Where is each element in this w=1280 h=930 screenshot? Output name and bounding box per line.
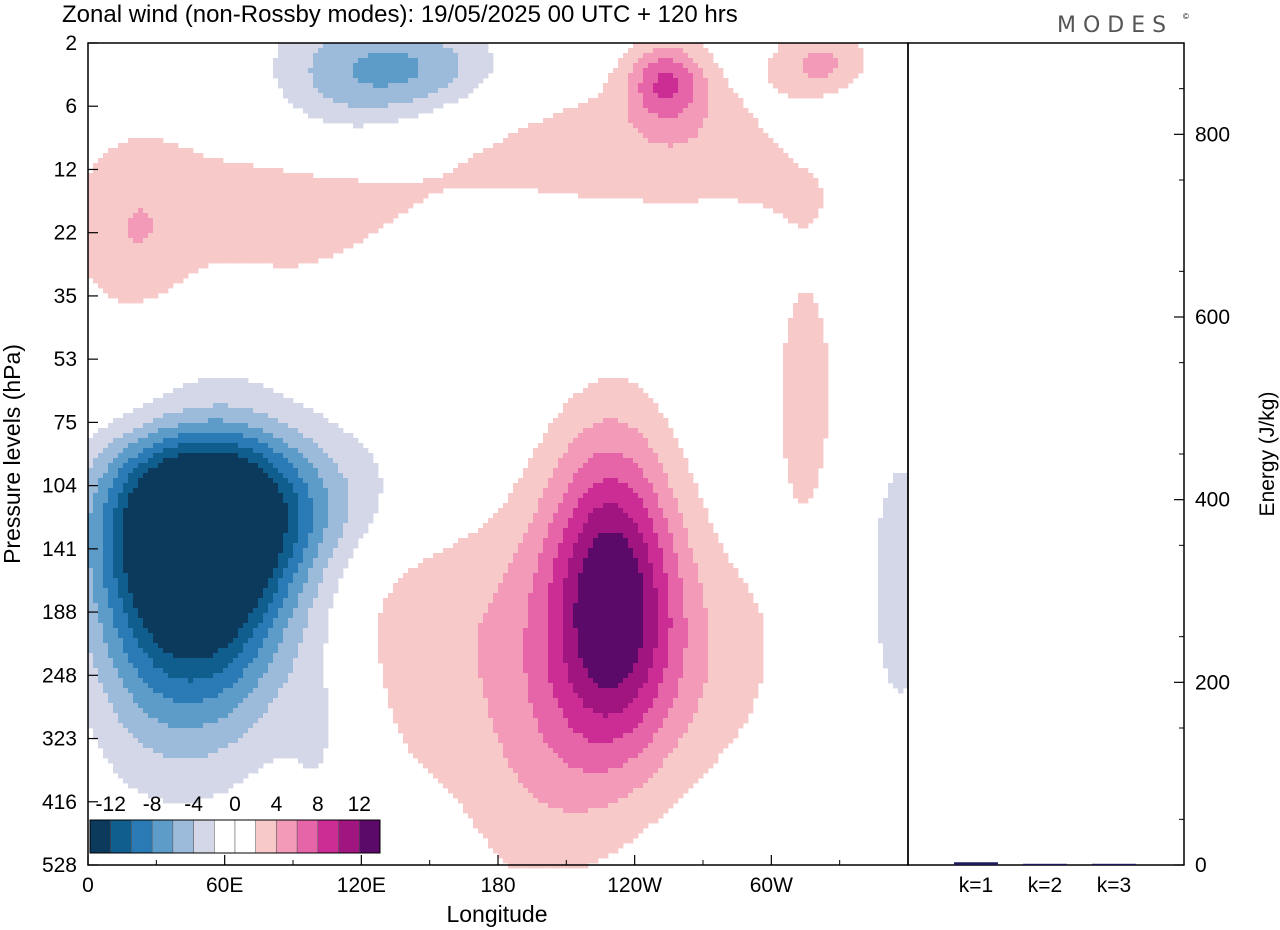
y-tick-label: 248 bbox=[42, 664, 77, 687]
x-tick-label: 120W bbox=[607, 874, 662, 897]
colorbar-swatch bbox=[89, 819, 111, 854]
energy-bar bbox=[954, 862, 998, 865]
energy-category-label: k=3 bbox=[1097, 874, 1131, 897]
colorbar-swatch bbox=[193, 819, 215, 854]
colorbar-swatch bbox=[110, 819, 132, 854]
chart-title: Zonal wind (non-Rossby modes): 19/05/202… bbox=[62, 1, 738, 28]
energy-plot-frame bbox=[907, 42, 1185, 866]
x-tick-label: 0 bbox=[82, 874, 94, 897]
colorbar-label: -8 bbox=[143, 793, 162, 816]
y-tick-label: 6 bbox=[65, 95, 77, 118]
colorbar-label: 8 bbox=[312, 793, 324, 816]
y-tick-label: 323 bbox=[42, 728, 77, 751]
colorbar-swatch bbox=[255, 819, 277, 854]
colorbar-swatch bbox=[234, 819, 256, 854]
colorbar-swatch bbox=[359, 819, 381, 854]
y-tick-label: 416 bbox=[42, 791, 77, 814]
energy-tick-label: 400 bbox=[1195, 489, 1230, 512]
wind-field bbox=[88, 43, 909, 869]
brand-mark: © bbox=[1183, 12, 1189, 21]
y-tick-label: 75 bbox=[54, 411, 77, 434]
x-tick-label: 60E bbox=[206, 874, 243, 897]
colorbar-swatch bbox=[172, 819, 194, 854]
x-tick-label: 60W bbox=[750, 874, 793, 897]
colorbar-label: -4 bbox=[184, 793, 203, 816]
energy-bar bbox=[1092, 863, 1136, 865]
y-tick-label: 2 bbox=[65, 32, 77, 55]
colorbar-swatch bbox=[214, 819, 236, 854]
x-tick-label: 180 bbox=[480, 874, 515, 897]
energy-tick-label: 0 bbox=[1195, 854, 1207, 877]
y-tick-label: 104 bbox=[42, 475, 77, 498]
energy-bar bbox=[1023, 863, 1067, 865]
y-tick-label: 141 bbox=[42, 538, 77, 561]
energy-category-label: k=2 bbox=[1028, 874, 1062, 897]
colorbar-label: -12 bbox=[96, 793, 126, 816]
colorbar-swatch bbox=[131, 819, 153, 854]
colorbar-swatch bbox=[276, 819, 298, 854]
axes: 0 60E 120E 180 120W 60W 2 6 12 22 35 53 75 104 141 188 2… bbox=[42, 32, 841, 897]
energy-tick-label: 200 bbox=[1195, 671, 1230, 694]
y-tick-label: 188 bbox=[42, 601, 77, 624]
colorbar-label: 4 bbox=[271, 793, 283, 816]
brand-logo: MODES bbox=[1057, 13, 1173, 38]
energy-category-label: k=1 bbox=[959, 874, 993, 897]
colorbar-swatch bbox=[151, 819, 174, 854]
colorbar-swatch bbox=[317, 819, 339, 854]
y-tick-label: 528 bbox=[42, 854, 77, 877]
colorbar-swatch bbox=[338, 819, 360, 854]
energy-tick-label: 600 bbox=[1195, 306, 1230, 329]
colorbar-frame bbox=[89, 819, 381, 854]
y-axis-label: Pressure levels (hPa) bbox=[0, 344, 25, 564]
energy-bars: 0 200 400 600 800 k=1 k=2 k=3 bbox=[954, 88, 1230, 897]
x-axis-label: Longitude bbox=[446, 901, 547, 927]
x-tick-label: 120E bbox=[337, 874, 386, 897]
energy-axis-label: Energy (J/kg) bbox=[1256, 392, 1279, 517]
colorbar-label: 0 bbox=[229, 793, 241, 816]
colorbar-swatch bbox=[296, 819, 319, 854]
y-tick-label: 53 bbox=[54, 348, 77, 371]
y-tick-label: 12 bbox=[54, 158, 77, 181]
colorbar: -12 -8 -4 0 4 8 12 bbox=[89, 793, 381, 854]
colorbar-label: 12 bbox=[348, 793, 371, 816]
y-tick-label: 22 bbox=[54, 222, 77, 245]
energy-tick-label: 800 bbox=[1195, 123, 1230, 146]
y-tick-label: 35 bbox=[54, 285, 77, 308]
